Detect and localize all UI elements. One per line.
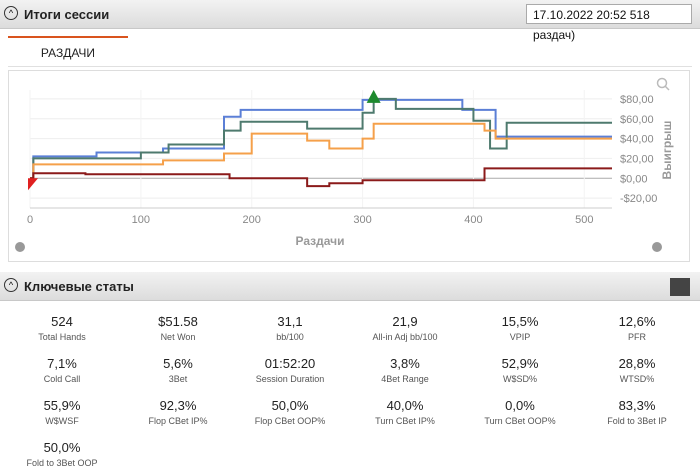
tab-divider (8, 66, 692, 67)
stat-label: Cold Call (43, 374, 81, 384)
zoom-icon[interactable] (656, 77, 668, 89)
min-marker (28, 178, 38, 191)
stat-value: 50,0% (43, 440, 81, 455)
stat: 52,9% W$SD% (462, 356, 578, 384)
stat-value: 55,9% (43, 398, 81, 413)
stat: 7,1% Cold Call (4, 356, 120, 384)
stat: 55,9% W$WSF (4, 398, 120, 426)
stat-value: 12,6% (618, 314, 656, 329)
stat-value: 5,6% (163, 356, 193, 371)
collapse-button[interactable]: ^ (4, 278, 18, 292)
chart-panel (8, 70, 690, 262)
x-tick-label: 300 (353, 214, 371, 226)
stat: 21,9 All-in Adj bb/100 (347, 314, 463, 342)
tab[interactable]: РАЗДАЧИ (8, 36, 128, 68)
session-dropdown[interactable]: 17.10.2022 20:52 518 раздач) (526, 4, 692, 42)
stat-label: Session Duration (255, 374, 325, 384)
stat-label: bb/100 (276, 332, 304, 342)
section-title: Ключевые статы (24, 279, 134, 294)
stat: 31,1 bb/100 (232, 314, 348, 342)
x-tick-label: 0 (27, 214, 33, 226)
stat-value: 52,9% (501, 356, 539, 371)
stat-value: 28,8% (618, 356, 656, 371)
chart: Раздачи Выигрыш -$20,00 $0,00 $20,00 $40,00… (15, 77, 674, 252)
stat-label: Flop CBet IP% (148, 416, 208, 426)
stat: 524 Total Hands (4, 314, 120, 342)
section-title: Итоги сессии (24, 7, 110, 22)
y-axis-title: Выигрыш (660, 121, 674, 180)
settings-icon[interactable] (15, 242, 25, 252)
layout-button[interactable] (670, 278, 690, 296)
stat-label: Fold to 3Bet IP (607, 416, 667, 426)
stat: 92,3% Flop CBet IP% (120, 398, 236, 426)
y-tick-label: $60,00 (620, 114, 654, 126)
series-line (30, 167, 612, 188)
info-icon[interactable] (652, 242, 662, 252)
stat-value: 21,9 (392, 314, 418, 329)
y-tick-label: $80,00 (620, 94, 654, 106)
x-tick-label: 100 (132, 214, 150, 226)
stat-value: 83,3% (618, 398, 656, 413)
stat-value: 31,1 (277, 314, 303, 329)
stat-label: Turn CBet OOP% (484, 416, 556, 426)
x-tick-label: 200 (243, 214, 261, 226)
stat-label: Total Hands (38, 332, 86, 342)
stat: 01:52:20 Session Duration (232, 356, 348, 384)
session-header: ^ Итоги сессии 17.10.2022 20:52 518 разд… (0, 0, 700, 42)
stat: 3,8% 4Bet Range (347, 356, 463, 384)
x-tick-label: 400 (464, 214, 482, 226)
stat: 5,6% 3Bet (120, 356, 236, 384)
max-marker (366, 89, 381, 103)
stat-value: 01:52:20 (264, 356, 316, 371)
stat-value: 40,0% (386, 398, 424, 413)
stat: 50,0% Flop CBet OOP% (232, 398, 348, 426)
y-tick-label: $40,00 (620, 134, 654, 146)
stat: 83,3% Fold to 3Bet IP (579, 398, 695, 426)
stat-label: WTSD% (619, 374, 655, 384)
stat-label: W$SD% (502, 374, 537, 384)
stat-value: 7,1% (47, 356, 77, 371)
y-tick-label: $0,00 (620, 173, 648, 185)
stat-label: Fold to 3Bet OOP (26, 458, 98, 468)
stat-label: Flop CBet OOP% (254, 416, 326, 426)
series-line (30, 122, 612, 180)
stat-value: 524 (51, 314, 73, 329)
x-tick-label: 500 (575, 214, 593, 226)
collapse-button[interactable]: ^ (4, 6, 18, 20)
stat: 50,0% Fold to 3Bet OOP (4, 440, 120, 468)
stat: 0,0% Turn CBet OOP% (462, 398, 578, 426)
stat-label: Turn CBet IP% (375, 416, 435, 426)
stat-label: W$WSF (45, 416, 79, 426)
stat-value: 3,8% (390, 356, 420, 371)
stat: 15,5% VPIP (462, 314, 578, 342)
stat: 40,0% Turn CBet IP% (347, 398, 463, 426)
stat-value: $51.58 (158, 314, 198, 329)
stat: 12,6% PFR (579, 314, 695, 342)
stat-label: Net Won (160, 332, 196, 342)
stat-label: 3Bet (168, 374, 188, 384)
zoom-icon[interactable] (664, 85, 670, 91)
stat-value: 0,0% (505, 398, 535, 413)
y-tick-label: $20,00 (620, 153, 654, 165)
stat-label: PFR (628, 332, 646, 342)
stat-value: 50,0% (271, 398, 309, 413)
stat-label: 4Bet Range (381, 374, 429, 384)
stat: 28,8% WTSD% (579, 356, 695, 384)
stat-label: VPIP (509, 332, 531, 342)
stat-label: All-in Adj bb/100 (372, 332, 438, 342)
y-tick-label: -$20,00 (620, 193, 657, 205)
series-line (30, 97, 612, 180)
stat-value: 92,3% (159, 398, 197, 413)
x-axis-title: Раздачи (296, 234, 345, 248)
stat: $51.58 Net Won (120, 314, 236, 342)
stats-header: ^ Ключевые статы (0, 272, 700, 301)
stat-value: 15,5% (501, 314, 539, 329)
